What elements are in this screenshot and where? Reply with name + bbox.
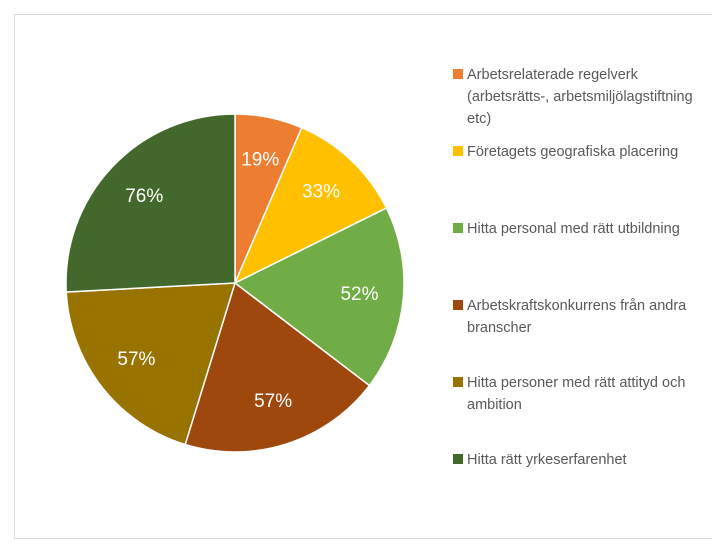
legend-swatch <box>453 69 463 79</box>
data-label: 57% <box>117 349 155 370</box>
legend-label: Hitta rätt yrkeserfarenhet <box>467 452 627 468</box>
legend: Arbetsrelaterade regelverk (arbetsrätts-… <box>453 64 703 526</box>
legend-swatch <box>453 377 463 387</box>
legend-entry: Arbetskraftskonkurrens från andra bransc… <box>453 295 703 372</box>
legend-label: Hitta personal med rätt utbildning <box>467 221 680 237</box>
legend-entry: Hitta personal med rätt utbildning <box>453 218 703 295</box>
chart-frame <box>14 14 712 539</box>
legend-swatch <box>453 300 463 310</box>
legend-entry: Arbetsrelaterade regelverk (arbetsrätts-… <box>453 64 703 141</box>
pie-slice <box>65 282 237 446</box>
legend-label: Arbetsrelaterade regelverk (arbetsrätts-… <box>467 67 693 127</box>
legend-label: Hitta personer med rätt attityd och ambi… <box>467 375 686 413</box>
pie-slice <box>233 126 388 285</box>
pie-slice <box>184 281 371 453</box>
legend-entry: Hitta rätt yrkeserfarenhet <box>453 449 703 526</box>
legend-label: Företagets geografiska placering <box>467 144 679 160</box>
legend-entry: Företagets geografiska placering <box>453 141 703 218</box>
legend-swatch <box>453 454 463 464</box>
data-label: 76% <box>125 186 163 207</box>
pie-slice <box>65 113 236 293</box>
legend-entry: Hitta personer med rätt attityd och ambi… <box>453 372 703 449</box>
data-label: 19% <box>241 150 279 171</box>
legend-label: Arbetskraftskonkurrens från andra bransc… <box>467 298 687 336</box>
data-label: 52% <box>340 284 378 305</box>
legend-swatch <box>453 223 463 233</box>
pie-slice <box>233 207 405 387</box>
data-label: 57% <box>254 391 292 412</box>
data-label: 33% <box>302 181 340 202</box>
legend-swatch <box>453 146 463 156</box>
